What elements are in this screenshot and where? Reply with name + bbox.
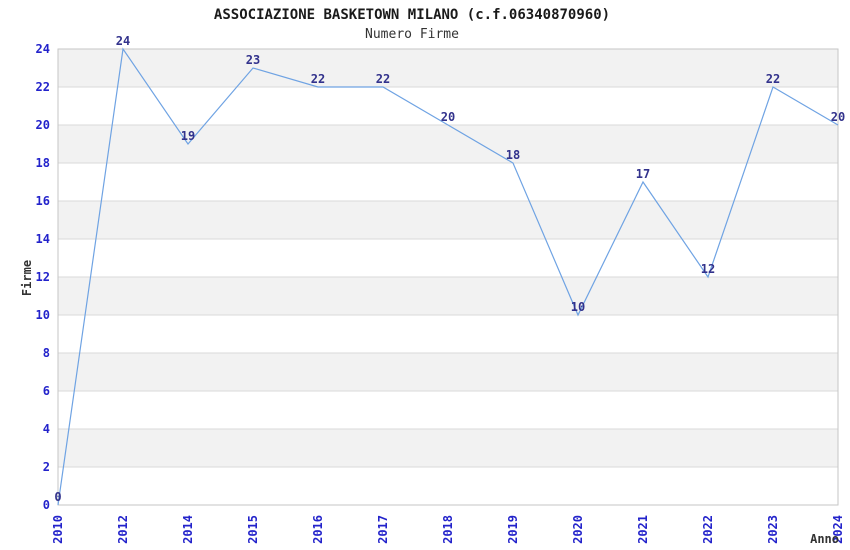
plot-band <box>58 49 838 87</box>
x-tick-label: 2019 <box>506 515 520 544</box>
y-tick-label: 22 <box>36 80 50 94</box>
y-tick-label: 4 <box>43 422 50 436</box>
plot-band <box>58 277 838 315</box>
data-label: 23 <box>246 53 260 67</box>
x-tick-label: 2016 <box>311 515 325 544</box>
data-label: 12 <box>701 262 715 276</box>
x-tick-label: 2022 <box>701 515 715 544</box>
x-tick-label: 2017 <box>376 515 390 544</box>
data-label: 22 <box>376 72 390 86</box>
y-tick-label: 10 <box>36 308 50 322</box>
y-tick-label: 8 <box>43 346 50 360</box>
data-label: 18 <box>506 148 520 162</box>
series-line <box>57 47 839 506</box>
plot-band <box>58 125 838 163</box>
data-label: 0 <box>54 490 61 504</box>
data-label: 19 <box>181 129 195 143</box>
chart-subtitle: Numero Firme <box>365 27 459 42</box>
data-label: 10 <box>571 300 585 314</box>
data-label: 24 <box>116 34 130 48</box>
y-axis-title: Firme <box>20 260 34 296</box>
x-tick-label: 2012 <box>116 515 130 544</box>
x-tick-label: 2018 <box>441 515 455 544</box>
y-tick-label: 2 <box>43 460 50 474</box>
plot-band <box>58 429 838 467</box>
x-tick-label: 2020 <box>571 515 585 544</box>
plot-band <box>58 201 838 239</box>
x-tick-label: 2014 <box>181 515 195 544</box>
plot-band <box>58 353 838 391</box>
y-tick-label: 12 <box>36 270 50 284</box>
y-tick-label: 24 <box>36 42 50 56</box>
y-tick-label: 20 <box>36 118 50 132</box>
data-label: 17 <box>636 167 650 181</box>
y-tick-label: 6 <box>43 384 50 398</box>
data-labels: 0 24 19 23 22 22 20 18 10 17 12 22 20 <box>54 34 845 504</box>
gridlines <box>58 86 838 468</box>
plot-bands <box>58 49 838 467</box>
y-tick-label: 14 <box>36 232 50 246</box>
y-tick-label: 16 <box>36 194 50 208</box>
x-tick-label: 2021 <box>636 515 650 544</box>
x-tick-labels: 2010 2012 2014 2015 2016 2017 2018 2019 2020 2021… <box>51 515 845 544</box>
y-tick-label: 0 <box>43 498 50 512</box>
x-tick-label: 2015 <box>246 515 260 544</box>
data-label: 22 <box>311 72 325 86</box>
y-tick-label: 18 <box>36 156 50 170</box>
plot-border <box>57 48 839 506</box>
x-tick-label: 2010 <box>51 515 65 544</box>
x-axis-title: Anno <box>810 532 839 546</box>
data-label: 22 <box>766 72 780 86</box>
data-label: 20 <box>441 110 455 124</box>
chart-title: ASSOCIAZIONE BASKETOWN MILANO (c.f.06340… <box>213 7 611 23</box>
x-tick-label: 2024 <box>831 515 845 544</box>
x-tick-label: 2023 <box>766 515 780 544</box>
data-label: 20 <box>831 110 845 124</box>
